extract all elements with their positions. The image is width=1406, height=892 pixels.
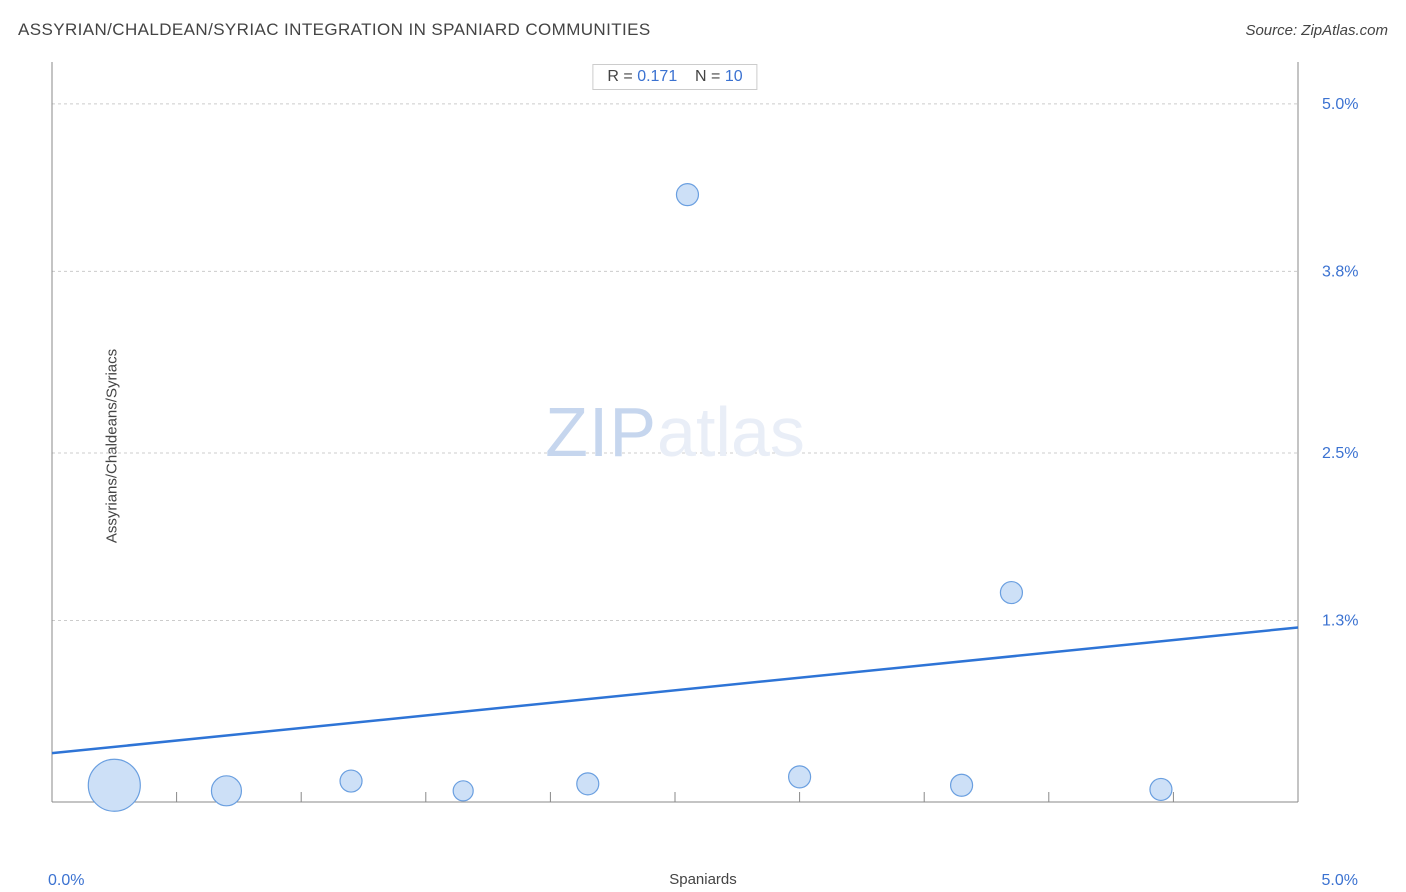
svg-text:5.0%: 5.0%: [1322, 96, 1358, 113]
r-value: 0.171: [637, 68, 677, 85]
svg-text:3.8%: 3.8%: [1322, 263, 1358, 280]
chart-svg: 1.3%2.5%3.8%5.0%: [50, 62, 1300, 832]
trendline: [52, 627, 1298, 753]
y-tick-labels: 1.3% 2.5% 3.8% 5.0%: [1322, 96, 1358, 630]
chart-header: ASSYRIAN/CHALDEAN/SYRIAC INTEGRATION IN …: [18, 20, 1388, 40]
stats-box: R = 0.171 N = 10: [592, 64, 757, 90]
x-axis-max: 5.0%: [1322, 872, 1358, 890]
x-axis-min: 0.0%: [48, 872, 84, 890]
svg-text:1.3%: 1.3%: [1322, 612, 1358, 629]
gridlines: [52, 104, 1300, 621]
svg-text:2.5%: 2.5%: [1322, 445, 1358, 462]
data-points: [88, 184, 1172, 812]
x-axis-label: Spaniards: [669, 871, 737, 888]
x-ticks: [177, 792, 1174, 802]
chart-title: ASSYRIAN/CHALDEAN/SYRIAC INTEGRATION IN …: [18, 20, 651, 40]
chart-source: Source: ZipAtlas.com: [1245, 22, 1388, 39]
n-value: 10: [725, 68, 743, 85]
r-label: R =: [607, 68, 637, 85]
plot-area: 1.3%2.5%3.8%5.0% ZIPatlas R = 0.171 N = …: [50, 62, 1300, 832]
n-label: N =: [695, 68, 725, 85]
